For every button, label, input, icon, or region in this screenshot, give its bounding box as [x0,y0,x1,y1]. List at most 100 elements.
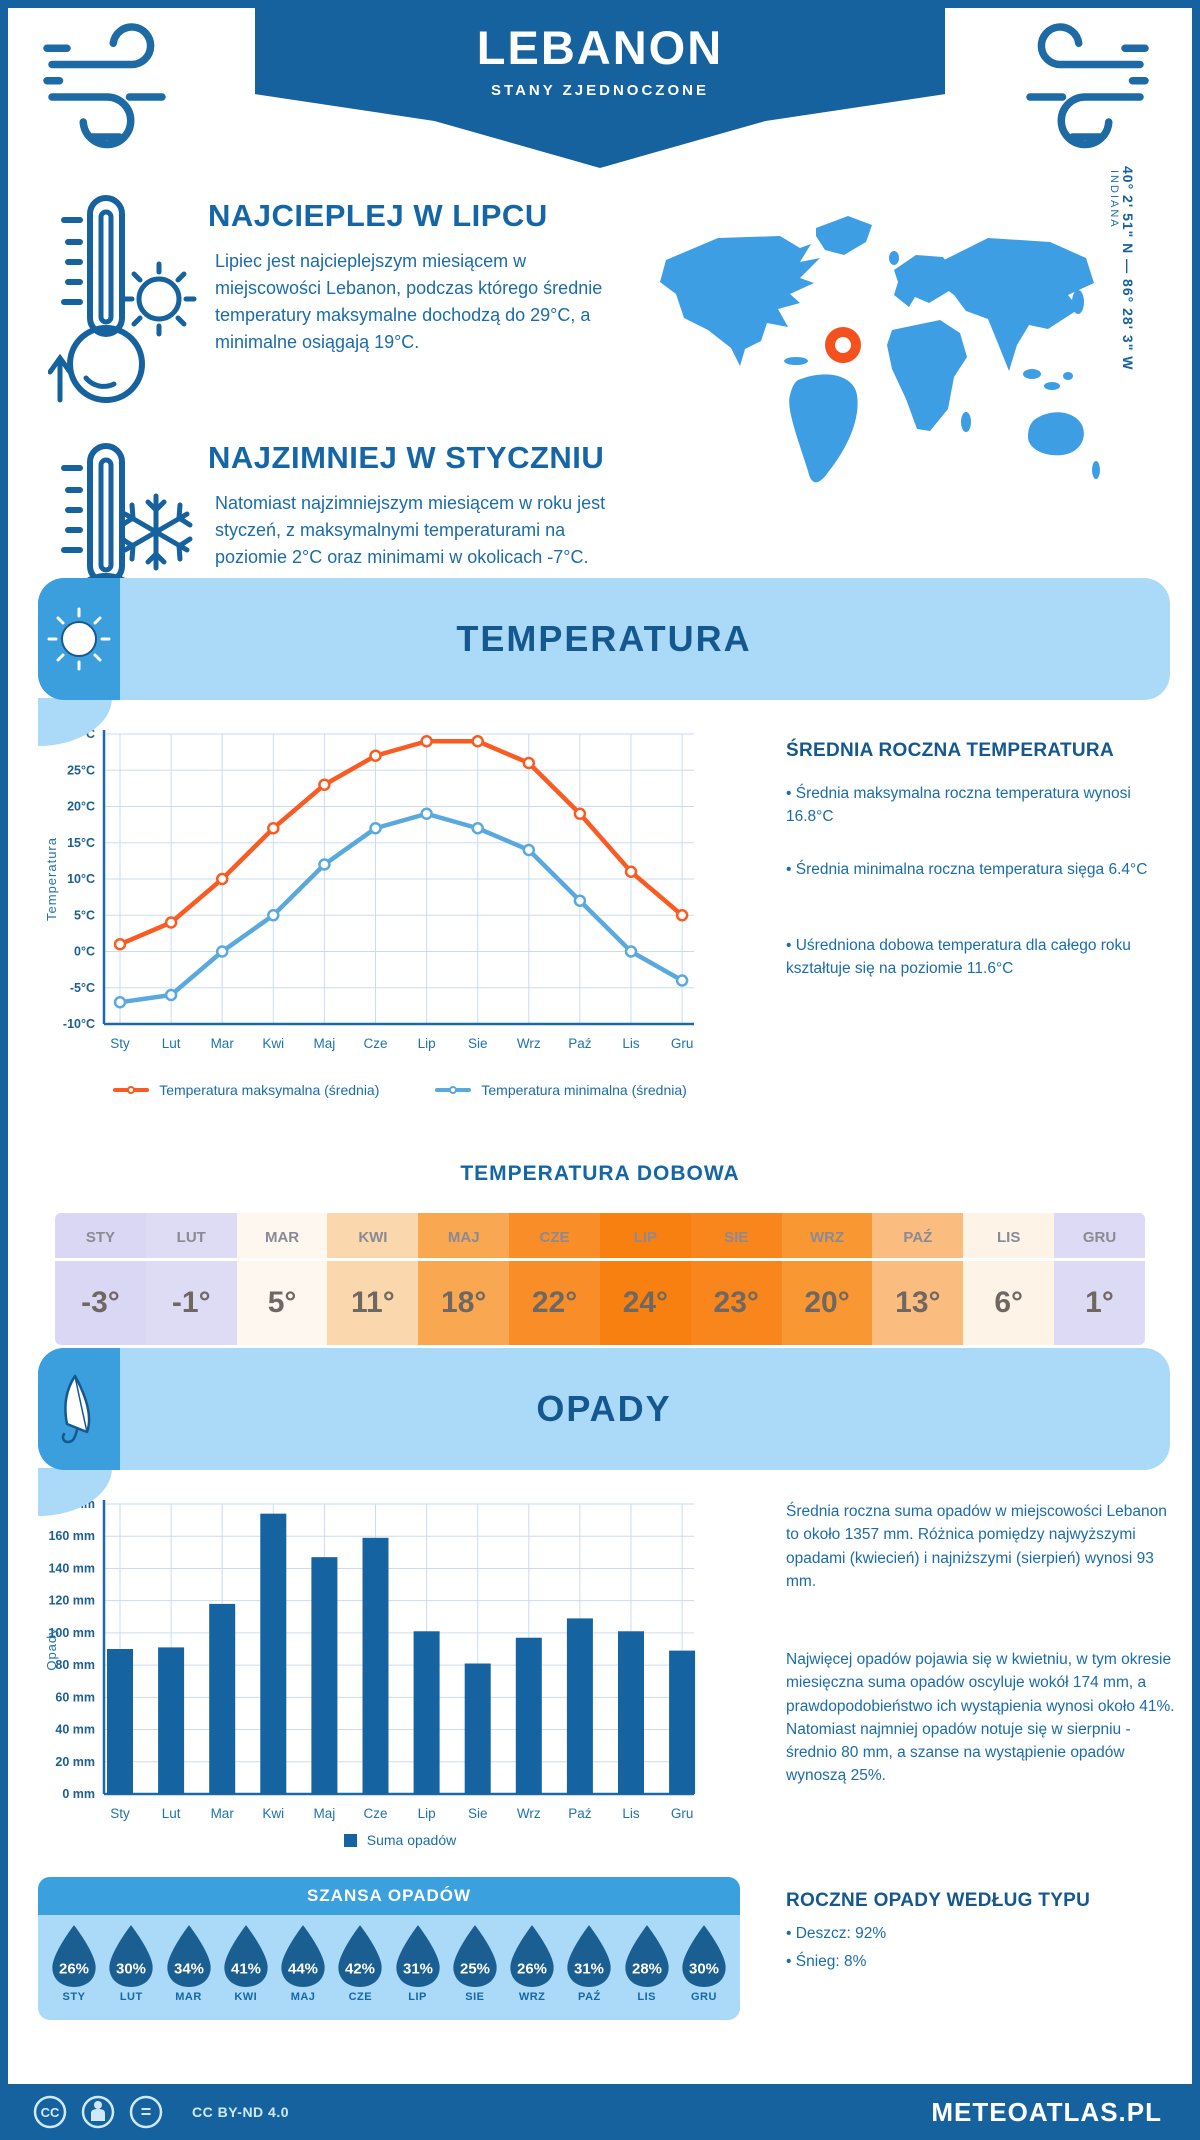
svg-text:41%: 41% [231,1961,261,1978]
daily-temp-column: GRU 1° [1054,1213,1145,1345]
precipitation-chance-title: SZANSA OPADÓW [38,1877,740,1915]
svg-text:Kwi: Kwi [262,1036,284,1051]
rain-chance-item: 25% SIE [449,1923,501,2003]
svg-text:160 mm: 160 mm [48,1529,95,1543]
rain-chance-month: MAR [175,1991,202,2003]
svg-text:Maj: Maj [314,1036,336,1051]
snowflake-icon [119,493,193,571]
svg-text:0 mm: 0 mm [62,1787,95,1801]
daily-temp-value: 11° [351,1286,395,1319]
svg-text:Lis: Lis [622,1806,640,1821]
daily-temp-month: KWI [327,1213,419,1261]
rain-chance-month: WRZ [518,1991,546,2003]
svg-text:20°C: 20°C [67,800,95,814]
daily-temp-value: 1° [1085,1286,1114,1319]
daily-temp-column: KWI 11° [327,1213,419,1345]
legend-label: Suma opadów [366,1832,457,1848]
warm-section-title: NAJCIEPLEJ W LIPCU [208,198,548,233]
water-drop-icon: 44% [281,1925,325,1987]
rain-chance-item: 41% KWI [220,1923,272,2003]
daily-temperature-heading: TEMPERATURA DOBOWA [460,1162,740,1185]
water-drop-icon: 26% [510,1925,554,1987]
svg-text:30%: 30% [116,1961,146,1978]
legend-label: Temperatura minimalna (średnia) [481,1082,687,1098]
daily-temp-value: -1° [171,1286,211,1319]
legend-item: Temperatura maksymalna (średnia) [113,1082,379,1098]
rain-chance-item: 44% MAJ [277,1923,329,2003]
svg-text:42%: 42% [345,1961,375,1978]
daily-temp-column: MAR 5° [236,1213,328,1345]
cold-section-text: Natomiast najzimniejszym miesiącem w rok… [215,493,606,567]
rain-chance-month: CZE [348,1991,373,2003]
svg-text:31%: 31% [574,1961,604,1978]
svg-text:Sty: Sty [110,1806,130,1821]
umbrella-icon [61,1374,91,1444]
svg-text:Sty: Sty [110,1036,130,1051]
daily-temp-value: 5° [267,1286,297,1319]
svg-text:34%: 34% [174,1961,204,1978]
precipitation-chart-legend: Suma opadów [70,1832,730,1848]
water-drop-icon: 25% [453,1925,497,1987]
legend-label: Temperatura maksymalna (średnia) [159,1082,380,1098]
daily-temp-value: 6° [994,1286,1024,1319]
sun-icon [121,261,197,337]
svg-text:28%: 28% [632,1961,662,1978]
water-drop-icon: 42% [338,1925,382,1987]
precipitation-banner-accent [38,1348,120,1470]
water-drop-icon: 41% [224,1925,268,1987]
svg-text:Sie: Sie [468,1806,488,1821]
daily-temp-column: MAJ 18° [418,1213,510,1345]
annual-temperature-heading: ŚREDNIA ROCZNA TEMPERATURA [786,740,1114,761]
license-label: CC BY-ND 4.0 [192,2104,290,2120]
daily-temp-value: 22° [531,1286,578,1319]
water-drop-icon: 34% [166,1925,211,1987]
rain-chance-item: 31% LIP [392,1923,444,2003]
water-drop-icon: 30% [109,1925,153,1987]
wind-icon [43,23,166,149]
daily-temp-column: STY -3° [55,1213,146,1345]
svg-text:80 mm: 80 mm [55,1658,95,1672]
rain-chance-month: GRU [690,1991,717,2003]
page-title: LEBANON [476,21,724,74]
precipitation-type-item: • Deszcz: 92% [786,1925,887,1942]
svg-text:Kwi: Kwi [262,1806,284,1821]
daily-temp-column: LUT -1° [145,1213,237,1345]
svg-text:Sie: Sie [468,1036,488,1051]
svg-text:5°C: 5°C [74,908,95,922]
warm-section-text: Lipiec jest najcieplejszym miesiącem w m… [215,251,603,352]
temperature-banner: TEMPERATURA [38,578,1170,746]
daily-temp-column: WRZ 20° [781,1213,873,1345]
svg-text:30%: 30% [689,1961,719,1978]
location-marker [825,327,861,363]
rain-chance-month: LUT [119,1991,143,2003]
svg-text:Cze: Cze [363,1036,387,1051]
svg-text:Lut: Lut [162,1036,181,1051]
svg-text:26%: 26% [59,1961,89,1978]
annual-temperature-item: • Średnia minimalna roczna temperatura s… [786,861,1148,878]
svg-text:120 mm: 120 mm [48,1594,95,1608]
cold-section-title: NAJZIMNIEJ W STYCZNIU [208,440,605,475]
wind-icon [1026,23,1149,149]
svg-text:100 mm: 100 mm [48,1626,95,1640]
svg-text:Gru: Gru [671,1806,694,1821]
sun-banner-icon [47,607,111,671]
svg-text:20 mm: 20 mm [55,1755,95,1769]
rain-chance-item: 30% GRU [678,1923,730,2003]
svg-text:Lut: Lut [162,1806,181,1821]
svg-text:Lip: Lip [418,1036,436,1051]
temperature-line-chart: -10°C-5°C0°C5°C10°C15°C20°C25°C30°CStyLu… [44,727,694,1051]
svg-text:Maj: Maj [314,1806,336,1821]
daily-temp-month: MAR [236,1213,328,1261]
header-ribbon: LEBANON STANY ZJEDNOCZONE [255,0,945,168]
water-drop-icon: 28% [625,1925,669,1987]
temperature-section-title: TEMPERATURA [456,618,752,659]
legend-item: Suma opadów [343,1832,457,1848]
svg-text:140 mm: 140 mm [48,1561,95,1575]
rain-chance-month: LIS [637,1991,656,2003]
svg-text:Mar: Mar [211,1806,235,1821]
daily-temp-column: SIE 23° [690,1213,782,1345]
rain-chance-item: 31% PAŹ [563,1923,615,2003]
annual-temperature-item: • Średnia maksymalna roczna temperatura … [786,785,1131,826]
daily-temp-month: GRU [1054,1213,1145,1261]
